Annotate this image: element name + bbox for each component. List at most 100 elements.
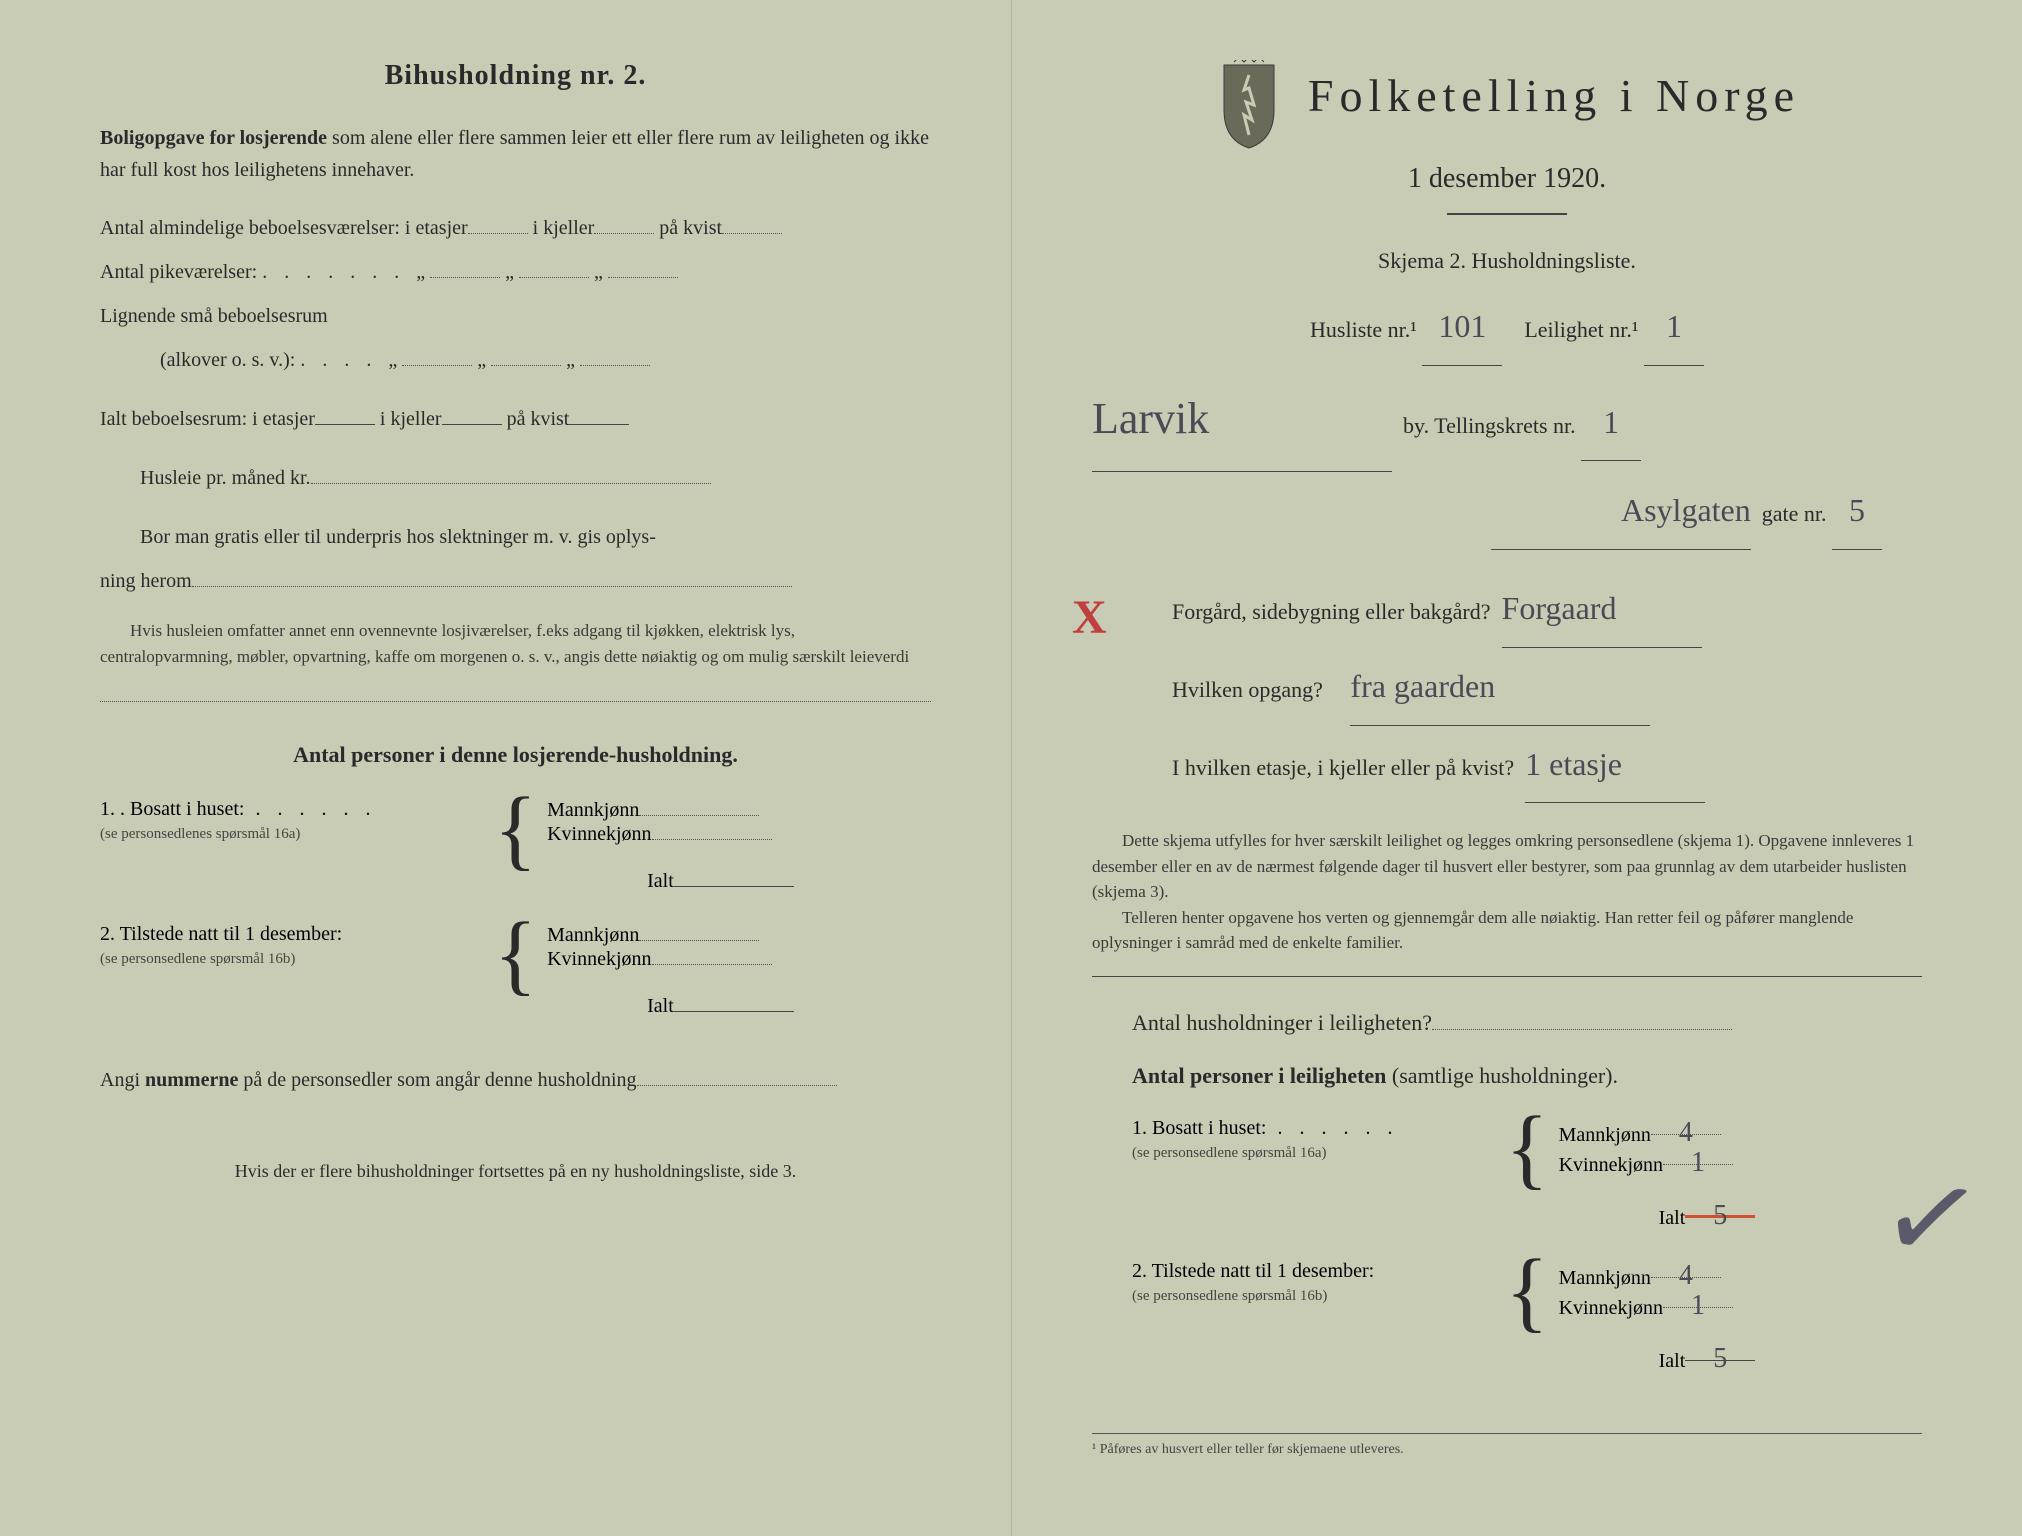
v1m: 4 (1679, 1117, 1693, 1148)
krets-val: 1 (1581, 384, 1641, 462)
left-heading: Bihusholdning nr. 2. (100, 60, 931, 92)
brace1: { (494, 798, 537, 861)
left-note: Hvis husleien omfatter annet enn ovennev… (100, 618, 931, 669)
sub1-bold: Boligopgave for losjerende (100, 127, 327, 149)
leilighet-label: Leilighet nr.¹ (1524, 317, 1638, 342)
qB-txt: Antal personer i leiligheten (1132, 1063, 1386, 1088)
q1p: (se personsedlenes spørsmål 16a) (100, 826, 300, 842)
left-l7: Angi nummerne på de personsedler som ang… (100, 1058, 931, 1102)
a-forgard: Forgaard (1502, 570, 1702, 648)
r1a: 1. Bosatt i huset: (1132, 1117, 1266, 1139)
r1-right: Mannkjønn4 Kvinnekjønn1 Ialt5 (1559, 1117, 1922, 1230)
left-l5: Husleie pr. måned kr. (140, 456, 931, 500)
left-l4: Ialt beboelsesrum: i etasjer i kjeller p… (100, 397, 931, 441)
leilighet-val: 1 (1644, 288, 1704, 366)
left-l6b: ning herom (100, 559, 931, 603)
l7a: Angi (100, 1069, 145, 1091)
a-opgang: fra gaarden (1350, 648, 1650, 726)
red-x-mark: X (1072, 590, 1107, 645)
r1-left: 1. Bosatt i huset: . . . . . . (se perso… (1132, 1117, 1495, 1163)
title-wrap: Folketelling i Norge 1 desember 1920. (1092, 60, 1922, 215)
rialt1: Ialt (1659, 1207, 1686, 1229)
dots: . . . . . . . (262, 261, 416, 283)
l4a: Ialt beboelsesrum: i etasjer (100, 408, 315, 430)
check-mark: ✓ (1870, 1142, 1993, 1296)
q1a: 1. . Bosatt i huset: (100, 798, 244, 820)
l1b: i kjeller (533, 217, 595, 239)
title-rule (1447, 213, 1567, 215)
r1-row: 1. Bosatt i huset: . . . . . . (se perso… (1132, 1117, 1922, 1230)
a-etasje: 1 etasje (1525, 726, 1705, 804)
by-val: Larvik (1092, 366, 1392, 473)
l5: Husleie pr. måned kr. (140, 467, 311, 489)
footnote: ¹ Påføres av husvert eller teller før sk… (1092, 1433, 1922, 1458)
left-l2: Antal pikeværelser: . . . . . . . „ „ „ (100, 250, 931, 294)
rialt2: Ialt (1659, 1350, 1686, 1372)
q-forgard: Forgård, sidebygning eller bakgård? (1172, 599, 1491, 624)
right-page: Folketelling i Norge 1 desember 1920. Sk… (1011, 0, 2022, 1536)
rkk1: Kvinnekjønn (1559, 1154, 1663, 1176)
l7b: nummerne (145, 1069, 238, 1091)
ialt2: Ialt (647, 995, 674, 1017)
title: Folketelling i Norge (1308, 70, 1800, 121)
q2a: 2. Tilstede natt til 1 desember: (100, 923, 342, 945)
r2-left: 2. Tilstede natt til 1 desember: (se per… (1132, 1260, 1495, 1306)
q1-left: 1. . Bosatt i huset: . . . . . . (se per… (100, 798, 484, 844)
ialt1: Ialt (647, 870, 674, 892)
rmk2: Mannkjønn (1559, 1267, 1651, 1289)
kk1: Kvinnekjønn (547, 823, 651, 845)
q-etasje: I hvilken etasje, i kjeller eller på kvi… (1172, 755, 1514, 780)
l6: Bor man gratis eller til underpris hos s… (140, 526, 656, 548)
para1: Dette skjema utfylles for hver særskilt … (1092, 828, 1922, 905)
husliste-line: Husliste nr.¹ 101 Leilighet nr.¹ 1 (1092, 288, 1922, 366)
l4b: i kjeller (380, 408, 442, 430)
l3a: Lignende små beboelsesrum (100, 305, 328, 327)
q1-right: Mannkjønn Kvinnekjønn Ialt (547, 798, 931, 893)
l7c: på de personsedler som angår denne husho… (238, 1069, 636, 1091)
left-l3: Lignende små beboelsesrum (alkover o. s.… (100, 294, 931, 382)
opgang-line: Hvilken opgang? fra gaarden (1172, 648, 1922, 726)
ditto: „ „ „ (416, 261, 678, 283)
r2-row: 2. Tilstede natt til 1 desember: (se per… (1132, 1260, 1922, 1373)
husliste-label: Husliste nr.¹ (1310, 317, 1417, 342)
dots2: . . . . (300, 349, 388, 371)
v2m: 4 (1679, 1260, 1693, 1291)
l1c: på kvist (659, 217, 722, 239)
by-label: by. Tellingskrets nr. (1403, 413, 1576, 438)
etasje-line: I hvilken etasje, i kjeller eller på kvi… (1172, 726, 1922, 804)
gate-label: gate nr. (1762, 501, 1827, 526)
by-line: Larvik by. Tellingskrets nr. 1 (1092, 366, 1922, 473)
brace2: { (494, 923, 537, 986)
ditto2: „ „ „ (388, 349, 650, 371)
q2-left: 2. Tilstede natt til 1 desember: (se per… (100, 923, 484, 969)
title-date: 1 desember 1920. (1092, 163, 1922, 195)
v2k: 1 (1691, 1290, 1705, 1321)
l1a: Antal almindelige beboelsesværelser: i e… (100, 217, 468, 239)
coat-of-arms-icon (1214, 60, 1284, 155)
mk1: Mannkjønn (547, 799, 639, 821)
r2-right: Mannkjønn4 Kvinnekjønn1 Ialt5 (1559, 1260, 1922, 1373)
qA-txt: Antal husholdninger i leiligheten? (1132, 1010, 1432, 1035)
qB: Antal personer i leiligheten (samtlige h… (1132, 1050, 1922, 1103)
r2p: (se personsedlene spørsmål 16b) (1132, 1288, 1327, 1304)
forgard-line: Forgård, sidebygning eller bakgård? Forg… (1172, 570, 1922, 648)
left-subhead: Boligopgave for losjerende som alene ell… (100, 122, 931, 186)
rmk1: Mannkjønn (1559, 1124, 1651, 1146)
brace-r1: { (1505, 1117, 1548, 1180)
qA: Antal husholdninger i leiligheten? (1132, 997, 1922, 1050)
r2a: 2. Tilstede natt til 1 desember: (1132, 1260, 1374, 1282)
l6b-txt: ning herom (100, 570, 192, 592)
skjema: Skjema 2. Husholdningsliste. (1092, 235, 1922, 288)
kk2: Kvinnekjønn (547, 948, 651, 970)
qB2-txt: (samtlige husholdninger). (1386, 1063, 1618, 1088)
q2-right: Mannkjønn Kvinnekjønn Ialt (547, 923, 931, 1018)
gate-val: Asylgaten (1491, 472, 1751, 550)
q2p: (se personsedlene spørsmål 16b) (100, 951, 295, 967)
left-foot: Hvis der er flere bihusholdninger fortse… (100, 1152, 931, 1192)
l4c: på kvist (507, 408, 570, 430)
gatenr-val: 5 (1832, 472, 1882, 550)
left-l6: Bor man gratis eller til underpris hos s… (140, 515, 931, 559)
left-q2-row: 2. Tilstede natt til 1 desember: (se per… (100, 923, 931, 1018)
rkk2: Kvinnekjønn (1559, 1297, 1663, 1319)
l2: Antal pikeværelser: (100, 261, 257, 283)
